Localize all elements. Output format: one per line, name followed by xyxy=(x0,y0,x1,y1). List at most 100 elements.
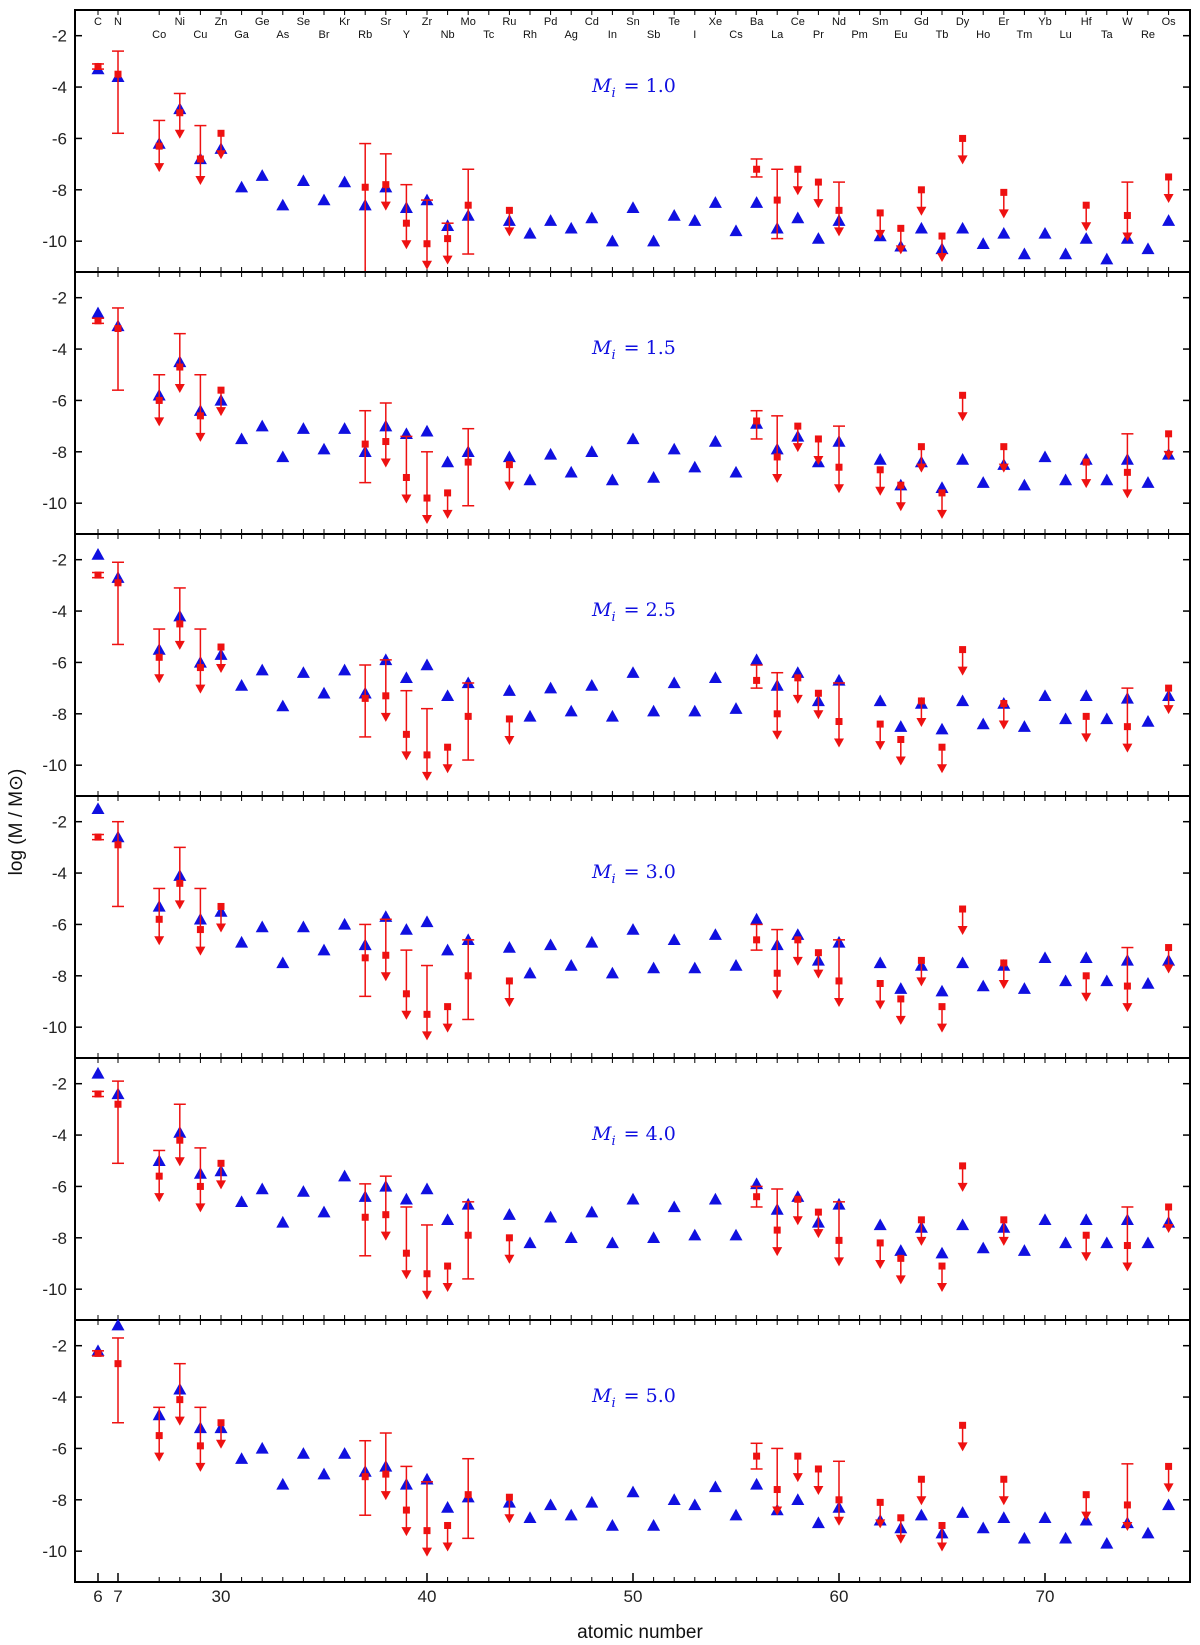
model-point-z62 xyxy=(873,1218,887,1231)
model-point-z75 xyxy=(1141,1236,1155,1249)
y-tick-label: -6 xyxy=(52,391,67,410)
observed-marker xyxy=(176,1396,184,1404)
observed-point-z58 xyxy=(792,422,803,453)
observed-point-z60 xyxy=(833,939,845,1007)
model-point-z47 xyxy=(564,1231,578,1244)
observed-marker xyxy=(402,1249,410,1257)
observed-marker xyxy=(1082,712,1090,720)
observed-marker xyxy=(1165,1462,1173,1470)
model-point-z36 xyxy=(338,1169,352,1182)
model-point-z45 xyxy=(523,709,537,722)
model-point-z52 xyxy=(667,1200,681,1213)
model-point-z71 xyxy=(1059,712,1073,725)
upper-limit-arrow xyxy=(937,253,947,263)
element-symbol-Eu: Eu xyxy=(894,29,907,41)
y-tick-label: -6 xyxy=(52,129,67,148)
observed-point-z58 xyxy=(792,1195,803,1226)
upper-limit-arrow xyxy=(916,206,927,216)
model-point-z66 xyxy=(956,1218,970,1231)
element-symbol-Br: Br xyxy=(319,29,330,41)
observed-point-z38 xyxy=(379,1175,392,1241)
observed-point-z59 xyxy=(813,1465,824,1495)
observed-marker xyxy=(176,363,184,371)
panels: C N Co Ni Cu Zn Ga Ge As Se Br Kr Rb Sr Y Zr Nb Mo Tc Ru Rh P… xyxy=(74,9,1191,1583)
observed-marker xyxy=(114,841,122,849)
upper-limit-arrow xyxy=(422,1290,432,1300)
x-tick-label: 70 xyxy=(1036,1587,1055,1606)
observed-marker xyxy=(423,240,431,248)
model-point-z55 xyxy=(729,224,743,237)
model-point-z72 xyxy=(1079,951,1093,964)
element-symbol-Lu: Lu xyxy=(1059,29,1071,41)
upper-limit-arrow xyxy=(195,432,206,442)
panel-label-value: = 5.0 xyxy=(624,1385,676,1407)
upper-limit-arrow xyxy=(916,1236,927,1246)
model-point-z40 xyxy=(420,1182,434,1195)
model-point-z54 xyxy=(708,1480,722,1493)
observed-point-z64 xyxy=(916,1216,927,1246)
observed-point-z29 xyxy=(194,373,207,442)
upper-limit-arrow xyxy=(1163,193,1174,203)
model-point-z75 xyxy=(1141,977,1155,989)
observed-point-z68 xyxy=(998,700,1009,730)
observed-marker xyxy=(917,697,925,705)
observed-point-z41 xyxy=(442,743,453,774)
upper-limit-arrow xyxy=(216,1439,226,1449)
model-point-z35 xyxy=(317,1205,331,1218)
observed-marker xyxy=(938,1521,946,1529)
model-point-z73 xyxy=(1100,473,1114,486)
upper-limit-arrow xyxy=(1081,1252,1092,1262)
model-point-z41 xyxy=(441,1213,455,1226)
element-symbol-Tm: Tm xyxy=(1016,29,1032,41)
model-point-z6 xyxy=(91,548,105,560)
observed-point-z41 xyxy=(442,1262,453,1293)
model-point-z32 xyxy=(255,920,269,933)
observed-point-z74 xyxy=(1121,433,1134,499)
panel-label: Mi = 5.0 xyxy=(591,1385,676,1411)
upper-limit-arrow xyxy=(380,972,391,982)
observed-point-z40 xyxy=(421,1481,433,1557)
upper-limit-arrow xyxy=(834,1257,844,1267)
y-tick-label: -2 xyxy=(52,551,67,570)
observed-point-z41 xyxy=(441,222,454,265)
observed-point-z64 xyxy=(916,443,927,473)
element-symbol-Re: Re xyxy=(1141,29,1155,41)
observed-point-z57 xyxy=(771,415,784,483)
observed-marker xyxy=(423,1527,431,1535)
model-point-z6 xyxy=(91,1066,105,1079)
observed-marker xyxy=(938,743,946,751)
observed-marker xyxy=(917,443,925,451)
model-point-z35 xyxy=(317,943,331,956)
x-axis-label: atomic number xyxy=(577,1622,703,1643)
observed-point-z28 xyxy=(173,846,186,910)
model-point-z58 xyxy=(791,1493,805,1506)
upper-limit-arrow xyxy=(792,694,803,704)
model-point-z75 xyxy=(1141,1526,1155,1539)
upper-limit-arrow xyxy=(442,255,453,265)
model-point-z48 xyxy=(585,679,599,691)
upper-limit-arrow xyxy=(998,720,1009,730)
model-point-z33 xyxy=(276,1477,290,1490)
observed-marker xyxy=(505,1493,513,1501)
observed-point-z66 xyxy=(957,391,968,422)
observed-point-z66 xyxy=(957,134,968,165)
observed-marker xyxy=(505,206,513,214)
observed-marker xyxy=(402,473,410,481)
observed-marker xyxy=(959,1421,967,1429)
upper-limit-arrow xyxy=(937,509,947,519)
observed-point-z56 xyxy=(750,664,763,689)
element-symbol-Se: Se xyxy=(297,16,310,28)
element-symbol-In: In xyxy=(608,29,617,41)
observed-marker xyxy=(794,1195,802,1203)
upper-limit-arrow xyxy=(772,1506,783,1516)
upper-limit-arrow xyxy=(834,484,844,494)
upper-limit-arrow xyxy=(154,163,165,173)
model-point-z69 xyxy=(1017,1531,1031,1544)
observed-marker xyxy=(402,219,410,227)
element-symbol-Y: Y xyxy=(403,29,411,41)
y-tick-label: -4 xyxy=(52,864,67,883)
observed-marker xyxy=(155,1172,163,1180)
x-axis: atomic number 6 7 30 40 50 60 70 xyxy=(93,1573,1054,1643)
observed-point-z68 xyxy=(998,1475,1009,1506)
upper-limit-arrow xyxy=(1081,1511,1092,1521)
